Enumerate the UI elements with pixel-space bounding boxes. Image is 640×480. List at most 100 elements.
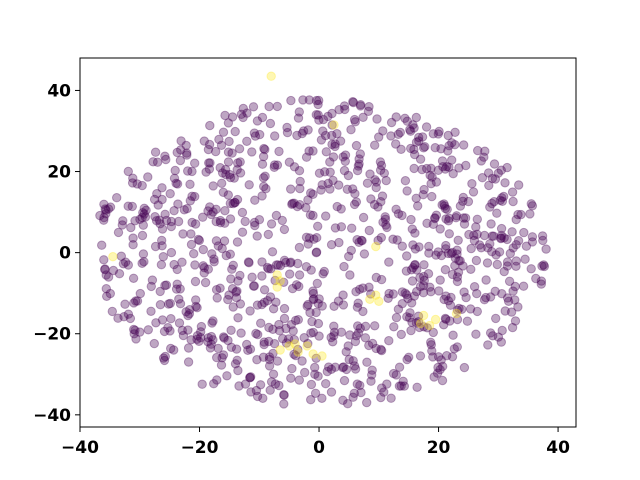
data-point	[308, 327, 318, 338]
data-point	[349, 114, 360, 125]
data-point	[511, 261, 521, 271]
data-point	[352, 379, 362, 389]
data-point	[376, 160, 387, 171]
data-point	[364, 225, 374, 236]
data-point	[307, 316, 317, 327]
data-point	[235, 270, 245, 281]
data-point	[230, 198, 240, 208]
data-point	[156, 260, 167, 270]
data-point	[348, 97, 359, 108]
data-point	[457, 304, 467, 314]
data-point	[263, 264, 274, 274]
data-point	[351, 331, 362, 341]
data-point	[374, 296, 384, 306]
data-point	[354, 237, 364, 248]
data-point	[323, 111, 333, 122]
data-point	[334, 105, 344, 115]
data-point	[463, 196, 474, 207]
data-point	[330, 362, 340, 372]
data-point	[238, 103, 249, 114]
data-point	[360, 333, 371, 343]
data-point	[382, 222, 392, 233]
data-point	[366, 289, 376, 299]
data-point	[352, 165, 363, 176]
data-point	[409, 291, 419, 301]
data-point	[218, 187, 229, 198]
data-point	[129, 324, 139, 335]
data-point	[376, 274, 387, 285]
data-point	[364, 340, 374, 351]
data-point	[309, 234, 319, 244]
data-point	[434, 126, 444, 137]
data-point	[442, 204, 452, 215]
data-point	[391, 370, 401, 380]
data-point	[410, 149, 420, 160]
data-point	[108, 265, 119, 276]
data-point	[268, 304, 279, 314]
data-point	[336, 327, 347, 337]
data-point	[183, 357, 194, 367]
data-point	[341, 347, 351, 357]
data-point	[487, 247, 497, 257]
data-point	[397, 287, 407, 297]
data-point	[411, 193, 421, 204]
data-point	[175, 299, 186, 309]
data-point	[479, 230, 490, 241]
data-point	[414, 242, 424, 252]
data-point	[452, 272, 463, 282]
data-point	[402, 290, 412, 300]
data-point	[302, 341, 312, 351]
data-point	[384, 257, 394, 267]
data-point	[305, 210, 316, 220]
data-point	[123, 201, 133, 211]
data-point	[272, 282, 282, 292]
data-point	[326, 332, 336, 343]
data-point	[379, 387, 389, 397]
data-point	[228, 198, 238, 209]
data-point	[476, 243, 486, 253]
data-point	[257, 257, 267, 267]
data-point	[297, 128, 307, 139]
data-point	[332, 201, 342, 212]
data-point	[343, 341, 353, 351]
data-point	[243, 345, 253, 355]
data-point	[100, 204, 110, 214]
data-point	[372, 114, 382, 124]
data-point	[306, 379, 317, 390]
data-point	[295, 176, 305, 187]
data-point	[228, 260, 239, 270]
data-point	[370, 321, 380, 331]
data-point	[377, 191, 388, 201]
data-point	[402, 116, 412, 126]
data-point	[182, 204, 192, 214]
data-point	[257, 191, 267, 201]
data-point	[291, 315, 301, 326]
data-point	[252, 231, 262, 241]
data-point	[433, 362, 443, 373]
data-point	[211, 236, 222, 246]
data-point	[149, 194, 160, 205]
data-point	[485, 239, 495, 249]
data-point	[187, 166, 197, 177]
data-point	[351, 287, 361, 297]
data-point	[358, 283, 368, 293]
data-point	[418, 280, 429, 291]
data-point	[221, 169, 231, 180]
data-point	[366, 194, 376, 204]
data-point	[492, 259, 502, 270]
data-point	[235, 168, 246, 178]
data-point	[351, 140, 362, 151]
data-point	[513, 236, 524, 246]
y-tick-label: 20	[47, 163, 71, 183]
data-point	[364, 282, 374, 292]
data-point	[538, 235, 548, 246]
data-point	[349, 388, 359, 398]
data-point	[338, 300, 349, 310]
data-point	[386, 117, 397, 128]
data-point	[196, 327, 206, 337]
data-point	[185, 196, 196, 206]
data-point	[356, 235, 367, 246]
data-point	[229, 173, 239, 183]
data-point	[242, 339, 252, 350]
data-point	[204, 158, 214, 168]
